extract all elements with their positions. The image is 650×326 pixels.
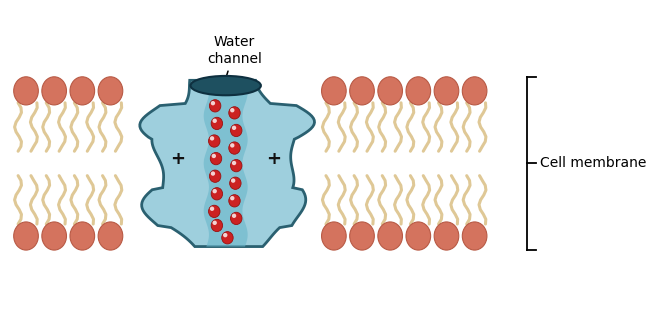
Ellipse shape bbox=[232, 161, 236, 165]
Ellipse shape bbox=[209, 205, 220, 217]
Ellipse shape bbox=[209, 135, 220, 147]
Ellipse shape bbox=[406, 77, 431, 105]
Ellipse shape bbox=[462, 77, 487, 105]
Ellipse shape bbox=[211, 219, 222, 231]
Ellipse shape bbox=[222, 231, 233, 244]
Ellipse shape bbox=[230, 196, 235, 200]
Ellipse shape bbox=[231, 212, 242, 225]
Ellipse shape bbox=[211, 153, 222, 165]
Ellipse shape bbox=[232, 126, 236, 130]
Ellipse shape bbox=[229, 107, 240, 119]
Ellipse shape bbox=[211, 171, 215, 176]
Ellipse shape bbox=[70, 222, 95, 250]
Polygon shape bbox=[140, 80, 315, 246]
Ellipse shape bbox=[232, 214, 236, 218]
Ellipse shape bbox=[230, 143, 235, 148]
Ellipse shape bbox=[322, 77, 346, 105]
Ellipse shape bbox=[322, 222, 346, 250]
Ellipse shape bbox=[42, 222, 66, 250]
Ellipse shape bbox=[14, 222, 38, 250]
Text: +: + bbox=[266, 150, 281, 168]
Ellipse shape bbox=[229, 195, 240, 207]
Ellipse shape bbox=[213, 189, 217, 193]
Ellipse shape bbox=[14, 77, 38, 105]
Ellipse shape bbox=[210, 207, 215, 211]
Ellipse shape bbox=[406, 222, 431, 250]
Text: +: + bbox=[170, 150, 185, 168]
Ellipse shape bbox=[434, 222, 459, 250]
Polygon shape bbox=[203, 80, 248, 246]
Ellipse shape bbox=[211, 117, 222, 129]
Ellipse shape bbox=[213, 221, 217, 225]
Ellipse shape bbox=[98, 77, 123, 105]
Ellipse shape bbox=[213, 119, 217, 123]
Ellipse shape bbox=[190, 76, 261, 95]
Ellipse shape bbox=[378, 222, 402, 250]
Ellipse shape bbox=[231, 124, 242, 137]
Ellipse shape bbox=[350, 77, 374, 105]
Ellipse shape bbox=[210, 136, 215, 141]
Ellipse shape bbox=[378, 77, 402, 105]
Ellipse shape bbox=[212, 154, 216, 158]
Ellipse shape bbox=[211, 188, 222, 200]
Ellipse shape bbox=[42, 77, 66, 105]
Ellipse shape bbox=[462, 222, 487, 250]
Ellipse shape bbox=[229, 142, 240, 154]
Text: Cell membrane: Cell membrane bbox=[540, 156, 646, 170]
Text: Water
channel: Water channel bbox=[207, 36, 262, 76]
Ellipse shape bbox=[209, 100, 221, 112]
Ellipse shape bbox=[350, 222, 374, 250]
Ellipse shape bbox=[231, 159, 242, 172]
Ellipse shape bbox=[70, 77, 95, 105]
Ellipse shape bbox=[98, 222, 123, 250]
Ellipse shape bbox=[211, 101, 215, 105]
Ellipse shape bbox=[229, 177, 241, 189]
Ellipse shape bbox=[209, 170, 221, 182]
Ellipse shape bbox=[223, 233, 227, 237]
Ellipse shape bbox=[231, 178, 235, 183]
Ellipse shape bbox=[230, 108, 235, 112]
Ellipse shape bbox=[434, 77, 459, 105]
